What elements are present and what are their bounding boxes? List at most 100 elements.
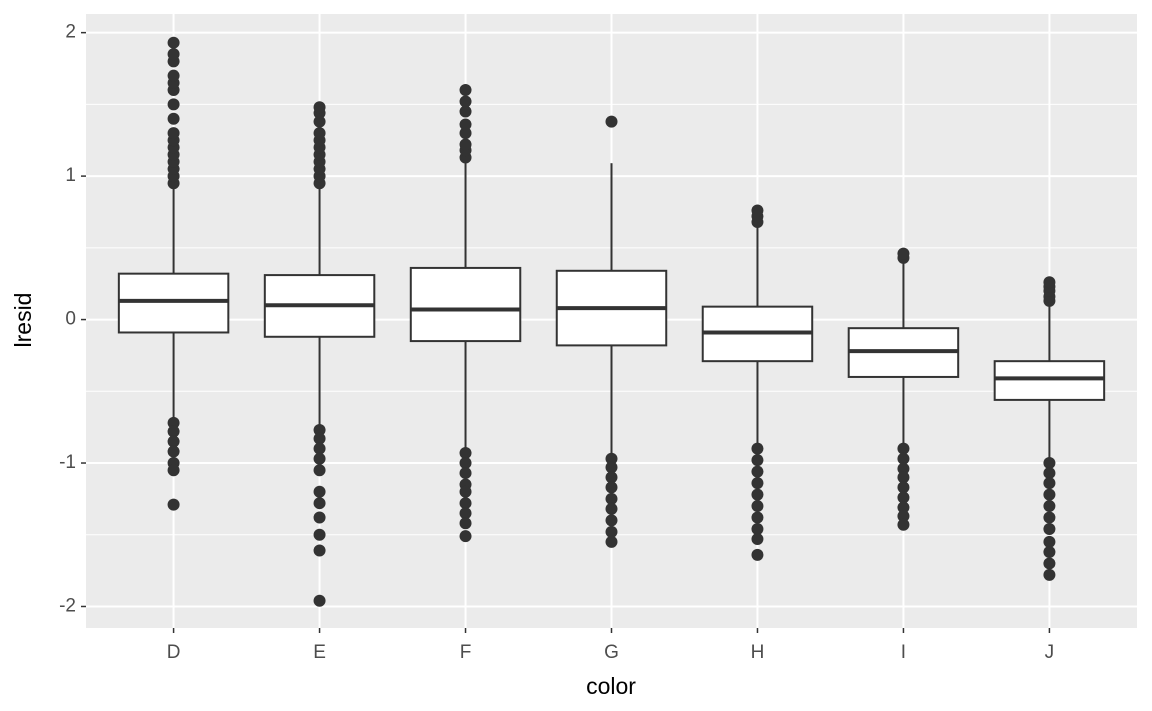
x-tick-label: H <box>751 642 765 663</box>
outlier <box>313 127 326 140</box>
outlier <box>605 471 618 484</box>
x-tick-label: D <box>167 642 181 663</box>
outlier <box>459 530 472 543</box>
outlier <box>313 497 326 510</box>
outlier <box>1043 488 1056 501</box>
outlier <box>167 464 180 477</box>
outlier <box>1043 276 1056 289</box>
outlier <box>167 36 180 49</box>
box <box>117 272 230 334</box>
outlier <box>897 452 910 465</box>
outlier <box>751 500 764 513</box>
outlier <box>313 452 326 465</box>
outlier <box>897 481 910 494</box>
outlier <box>897 501 910 514</box>
outlier <box>751 511 764 524</box>
outlier <box>1043 477 1056 490</box>
outlier <box>459 446 472 459</box>
outlier <box>167 127 180 140</box>
outlier <box>751 442 764 455</box>
outlier <box>313 442 326 455</box>
outlier <box>1043 500 1056 513</box>
outlier <box>313 464 326 477</box>
outlier <box>459 497 472 510</box>
x-axis-title: color <box>586 673 636 699</box>
outlier <box>897 462 910 475</box>
outlier <box>605 492 618 505</box>
outlier <box>459 138 472 151</box>
outlier <box>167 498 180 511</box>
outlier <box>459 105 472 118</box>
outlier <box>1043 557 1056 570</box>
x-tick-label: J <box>1045 642 1055 663</box>
outlier <box>751 548 764 561</box>
outlier <box>1043 535 1056 548</box>
outlier <box>167 69 180 82</box>
outlier <box>459 517 472 530</box>
outlier <box>167 48 180 61</box>
outlier <box>897 518 910 531</box>
y-tick-label: -1 <box>59 452 76 473</box>
y-tick-label: 1 <box>65 165 76 186</box>
outlier <box>167 98 180 111</box>
outlier <box>313 424 326 437</box>
x-tick-label: G <box>604 642 619 663</box>
y-tick-label: -2 <box>59 595 76 616</box>
outlier <box>313 544 326 557</box>
outlier <box>313 115 326 128</box>
x-tick-label: E <box>313 642 326 663</box>
outlier <box>167 416 180 429</box>
y-tick-label: 0 <box>65 309 76 330</box>
outlier <box>605 115 618 128</box>
outlier <box>1043 568 1056 581</box>
outlier <box>313 485 326 498</box>
outlier <box>313 528 326 541</box>
outlier <box>605 452 618 465</box>
outlier <box>459 485 472 498</box>
outlier <box>605 525 618 538</box>
outlier <box>897 247 910 260</box>
outlier <box>605 535 618 548</box>
outlier <box>167 425 180 438</box>
outlier <box>167 435 180 448</box>
outlier <box>313 432 326 445</box>
outlier <box>897 491 910 504</box>
outlier <box>605 461 618 474</box>
outlier <box>605 514 618 527</box>
outlier <box>751 533 764 546</box>
outlier <box>751 477 764 490</box>
outlier <box>459 467 472 480</box>
outlier <box>313 511 326 524</box>
y-tick-label: 2 <box>65 22 76 43</box>
outlier <box>167 445 180 458</box>
box <box>409 266 522 343</box>
outlier <box>897 471 910 484</box>
outlier <box>897 510 910 523</box>
outlier <box>459 127 472 140</box>
box <box>993 360 1106 401</box>
outlier <box>897 442 910 455</box>
outlier <box>459 457 472 470</box>
outlier <box>313 101 326 114</box>
outlier <box>1043 545 1056 558</box>
outlier <box>751 465 764 478</box>
outlier <box>459 118 472 131</box>
outlier <box>605 502 618 515</box>
x-tick-label: I <box>901 642 906 663</box>
outlier <box>751 488 764 501</box>
outlier <box>1043 511 1056 524</box>
outlier <box>751 523 764 536</box>
outlier <box>459 84 472 97</box>
outlier <box>313 594 326 607</box>
outlier <box>751 204 764 217</box>
x-tick-label: F <box>460 642 472 663</box>
outlier <box>167 112 180 125</box>
outlier <box>1043 467 1056 480</box>
outlier <box>459 95 472 108</box>
outlier <box>1043 523 1056 536</box>
y-axis-title: lresid <box>10 293 36 348</box>
outlier <box>1043 457 1056 470</box>
outlier <box>605 481 618 494</box>
outlier <box>751 454 764 467</box>
